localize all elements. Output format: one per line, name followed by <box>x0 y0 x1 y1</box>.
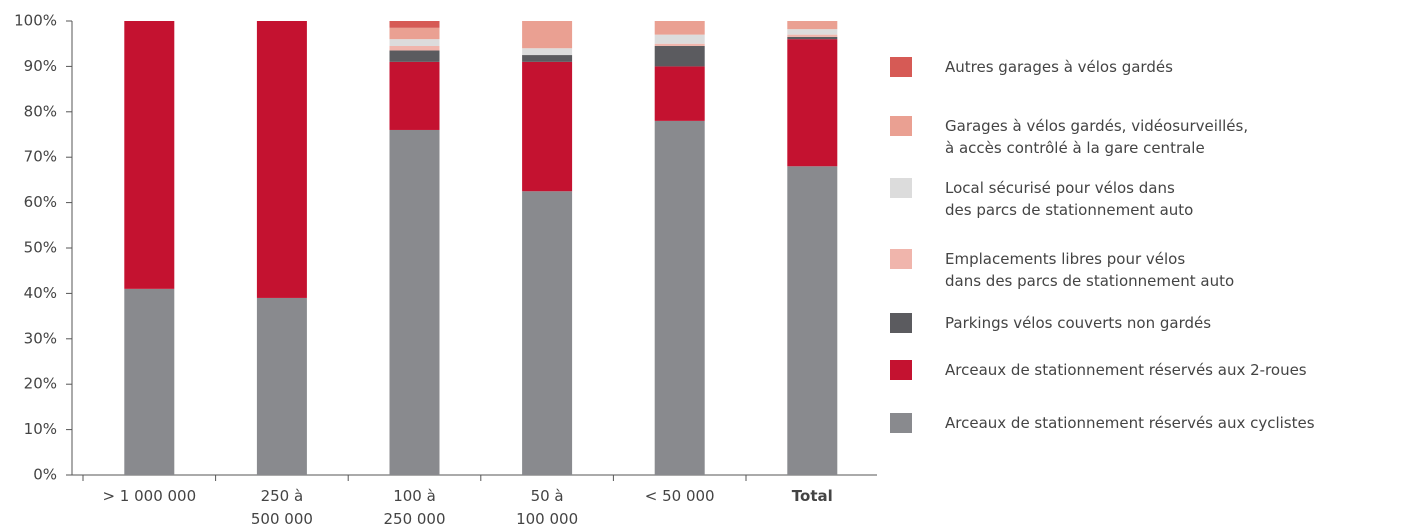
bar-segment <box>522 55 573 62</box>
legend-label: Arceaux de stationnement réservés aux 2-… <box>945 361 1307 379</box>
bar-segment <box>522 191 573 475</box>
legend-swatch <box>890 360 912 380</box>
y-tick-label: 30% <box>24 329 57 347</box>
y-tick-label: 100% <box>14 12 57 30</box>
legend-swatch <box>890 313 912 333</box>
bar-segment <box>522 48 573 56</box>
bar-segment <box>787 21 838 30</box>
x-tick-label: < 50 000 <box>644 487 715 505</box>
bar-segment <box>654 21 705 35</box>
bar-segment <box>654 120 705 475</box>
bar-segment <box>256 21 307 298</box>
bar-segment <box>522 61 573 192</box>
y-tick-label: 80% <box>24 102 57 120</box>
legend-swatch <box>890 413 912 433</box>
legend-label: Autres garages à vélos gardés <box>945 58 1173 76</box>
bar-segment <box>787 34 838 37</box>
bar-segment <box>389 27 440 40</box>
bar-segment <box>389 39 440 46</box>
y-tick-label: 60% <box>24 193 57 211</box>
y-tick-label: 40% <box>24 284 57 302</box>
bar-segment <box>654 43 705 46</box>
legend-label: Arceaux de stationnement réservés aux cy… <box>945 414 1315 432</box>
bar-segment <box>124 288 175 475</box>
y-tick-label: 50% <box>24 239 57 257</box>
legend-label: Parkings vélos couverts non gardés <box>945 314 1212 332</box>
bar-segment <box>787 39 838 167</box>
y-tick-label: 90% <box>24 57 57 75</box>
bar-segment <box>654 45 705 67</box>
legend-swatch <box>890 249 912 269</box>
bar-segment <box>787 166 838 475</box>
y-tick-label: 0% <box>33 466 57 484</box>
bar-segment <box>389 21 440 28</box>
y-tick-label: 20% <box>24 375 57 393</box>
legend-label: Emplacements libres pour vélos dans des … <box>945 250 1235 290</box>
legend-label: Local sécurisé pour vélos dans des parcs… <box>945 179 1194 219</box>
bar-segment <box>654 34 705 44</box>
bar-segment <box>389 45 440 51</box>
legend-swatch <box>890 178 912 198</box>
bar-segment <box>654 66 705 121</box>
x-tick-label: > 1 000 000 <box>102 487 197 505</box>
bar-segment <box>389 50 440 62</box>
bar-segment <box>787 29 838 35</box>
x-tick-label: 100 à 250 000 <box>383 487 446 528</box>
bar-segment <box>389 61 440 130</box>
bar-segment <box>522 21 573 49</box>
legend-swatch <box>890 116 912 136</box>
legend-label: Garages à vélos gardés, vidéosurveillés,… <box>945 117 1249 157</box>
bar-segment <box>124 21 175 289</box>
y-tick-label: 10% <box>24 420 57 438</box>
x-tick-label: Total <box>791 487 833 505</box>
bar-segment <box>256 297 307 475</box>
y-tick-label: 70% <box>24 148 57 166</box>
bar-segment <box>389 129 440 475</box>
x-tick-label: 50 à 100 000 <box>516 487 579 528</box>
x-tick-label: 250 à 500 000 <box>250 487 313 528</box>
legend-swatch <box>890 57 912 77</box>
bar-segment <box>787 36 838 40</box>
